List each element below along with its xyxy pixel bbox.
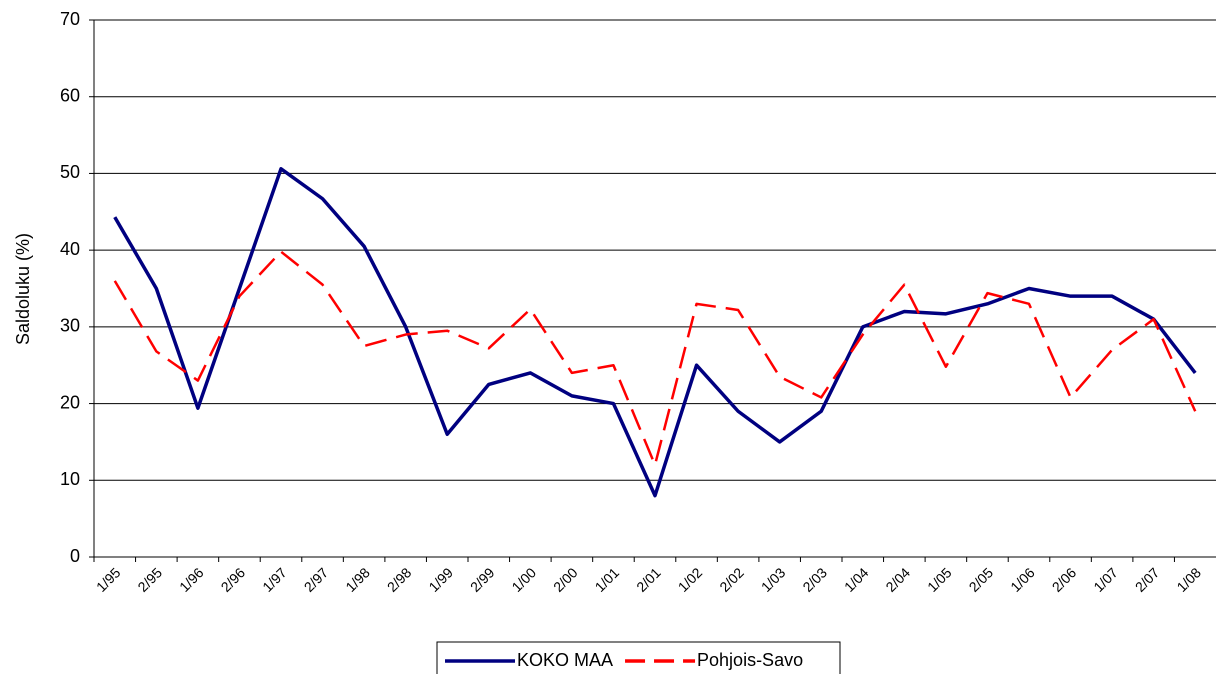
y-tick-label: 70 [60,9,80,29]
x-tick-label: 1/95 [93,564,124,595]
x-tick-label: 2/99 [467,564,498,595]
x-tick-label: 1/96 [176,564,207,595]
x-tick-label: 1/99 [425,564,456,595]
y-tick-label: 30 [60,316,80,336]
x-tick-label: 1/01 [592,564,623,595]
x-tick-label: 1/02 [675,564,706,595]
x-tick-label: 2/98 [384,564,415,595]
y-axis-label: Saldoluku (%) [13,233,33,345]
x-tick-label: 2/01 [633,564,664,595]
y-tick-label: 10 [60,469,80,489]
x-tick-label: 1/00 [508,564,539,595]
x-tick-label: 1/98 [342,564,373,595]
x-tick-label: 1/04 [841,564,872,595]
legend-label: KOKO MAA [517,650,613,670]
y-tick-label: 0 [70,546,80,566]
legend-box [436,641,841,674]
line-series [113,167,1197,498]
x-tick-label: 2/06 [1049,564,1080,595]
x-tick-label: 2/05 [966,564,997,595]
legend: KOKO MAA Pohjois-Savo [436,641,841,674]
y-tick-label: 20 [60,392,80,412]
x-tick-label: 2/04 [882,564,913,595]
x-tick-label: 1/07 [1090,564,1121,595]
x-tick-label: 1/05 [924,564,955,595]
x-tick-label: 2/95 [134,564,165,595]
x-tick-label: 1/03 [758,564,789,595]
y-tick-label: 60 [60,85,80,105]
x-tick-label: 2/97 [301,564,332,595]
x-tick-label: 2/00 [550,564,581,595]
x-tick-label: 1/08 [1173,564,1204,595]
x-tick-label: 1/97 [259,564,290,595]
x-tick-label: 2/02 [716,564,747,595]
line-series [113,250,1197,467]
y-tick-label: 40 [60,239,80,259]
x-tick-label: 2/03 [799,564,830,595]
y-tick-label: 50 [60,162,80,182]
x-tick-label: 2/07 [1132,564,1163,595]
x-tick-label: 2/96 [218,564,249,595]
legend-label: Pohjois-Savo [697,650,803,670]
x-tick-label: 1/06 [1007,564,1038,595]
